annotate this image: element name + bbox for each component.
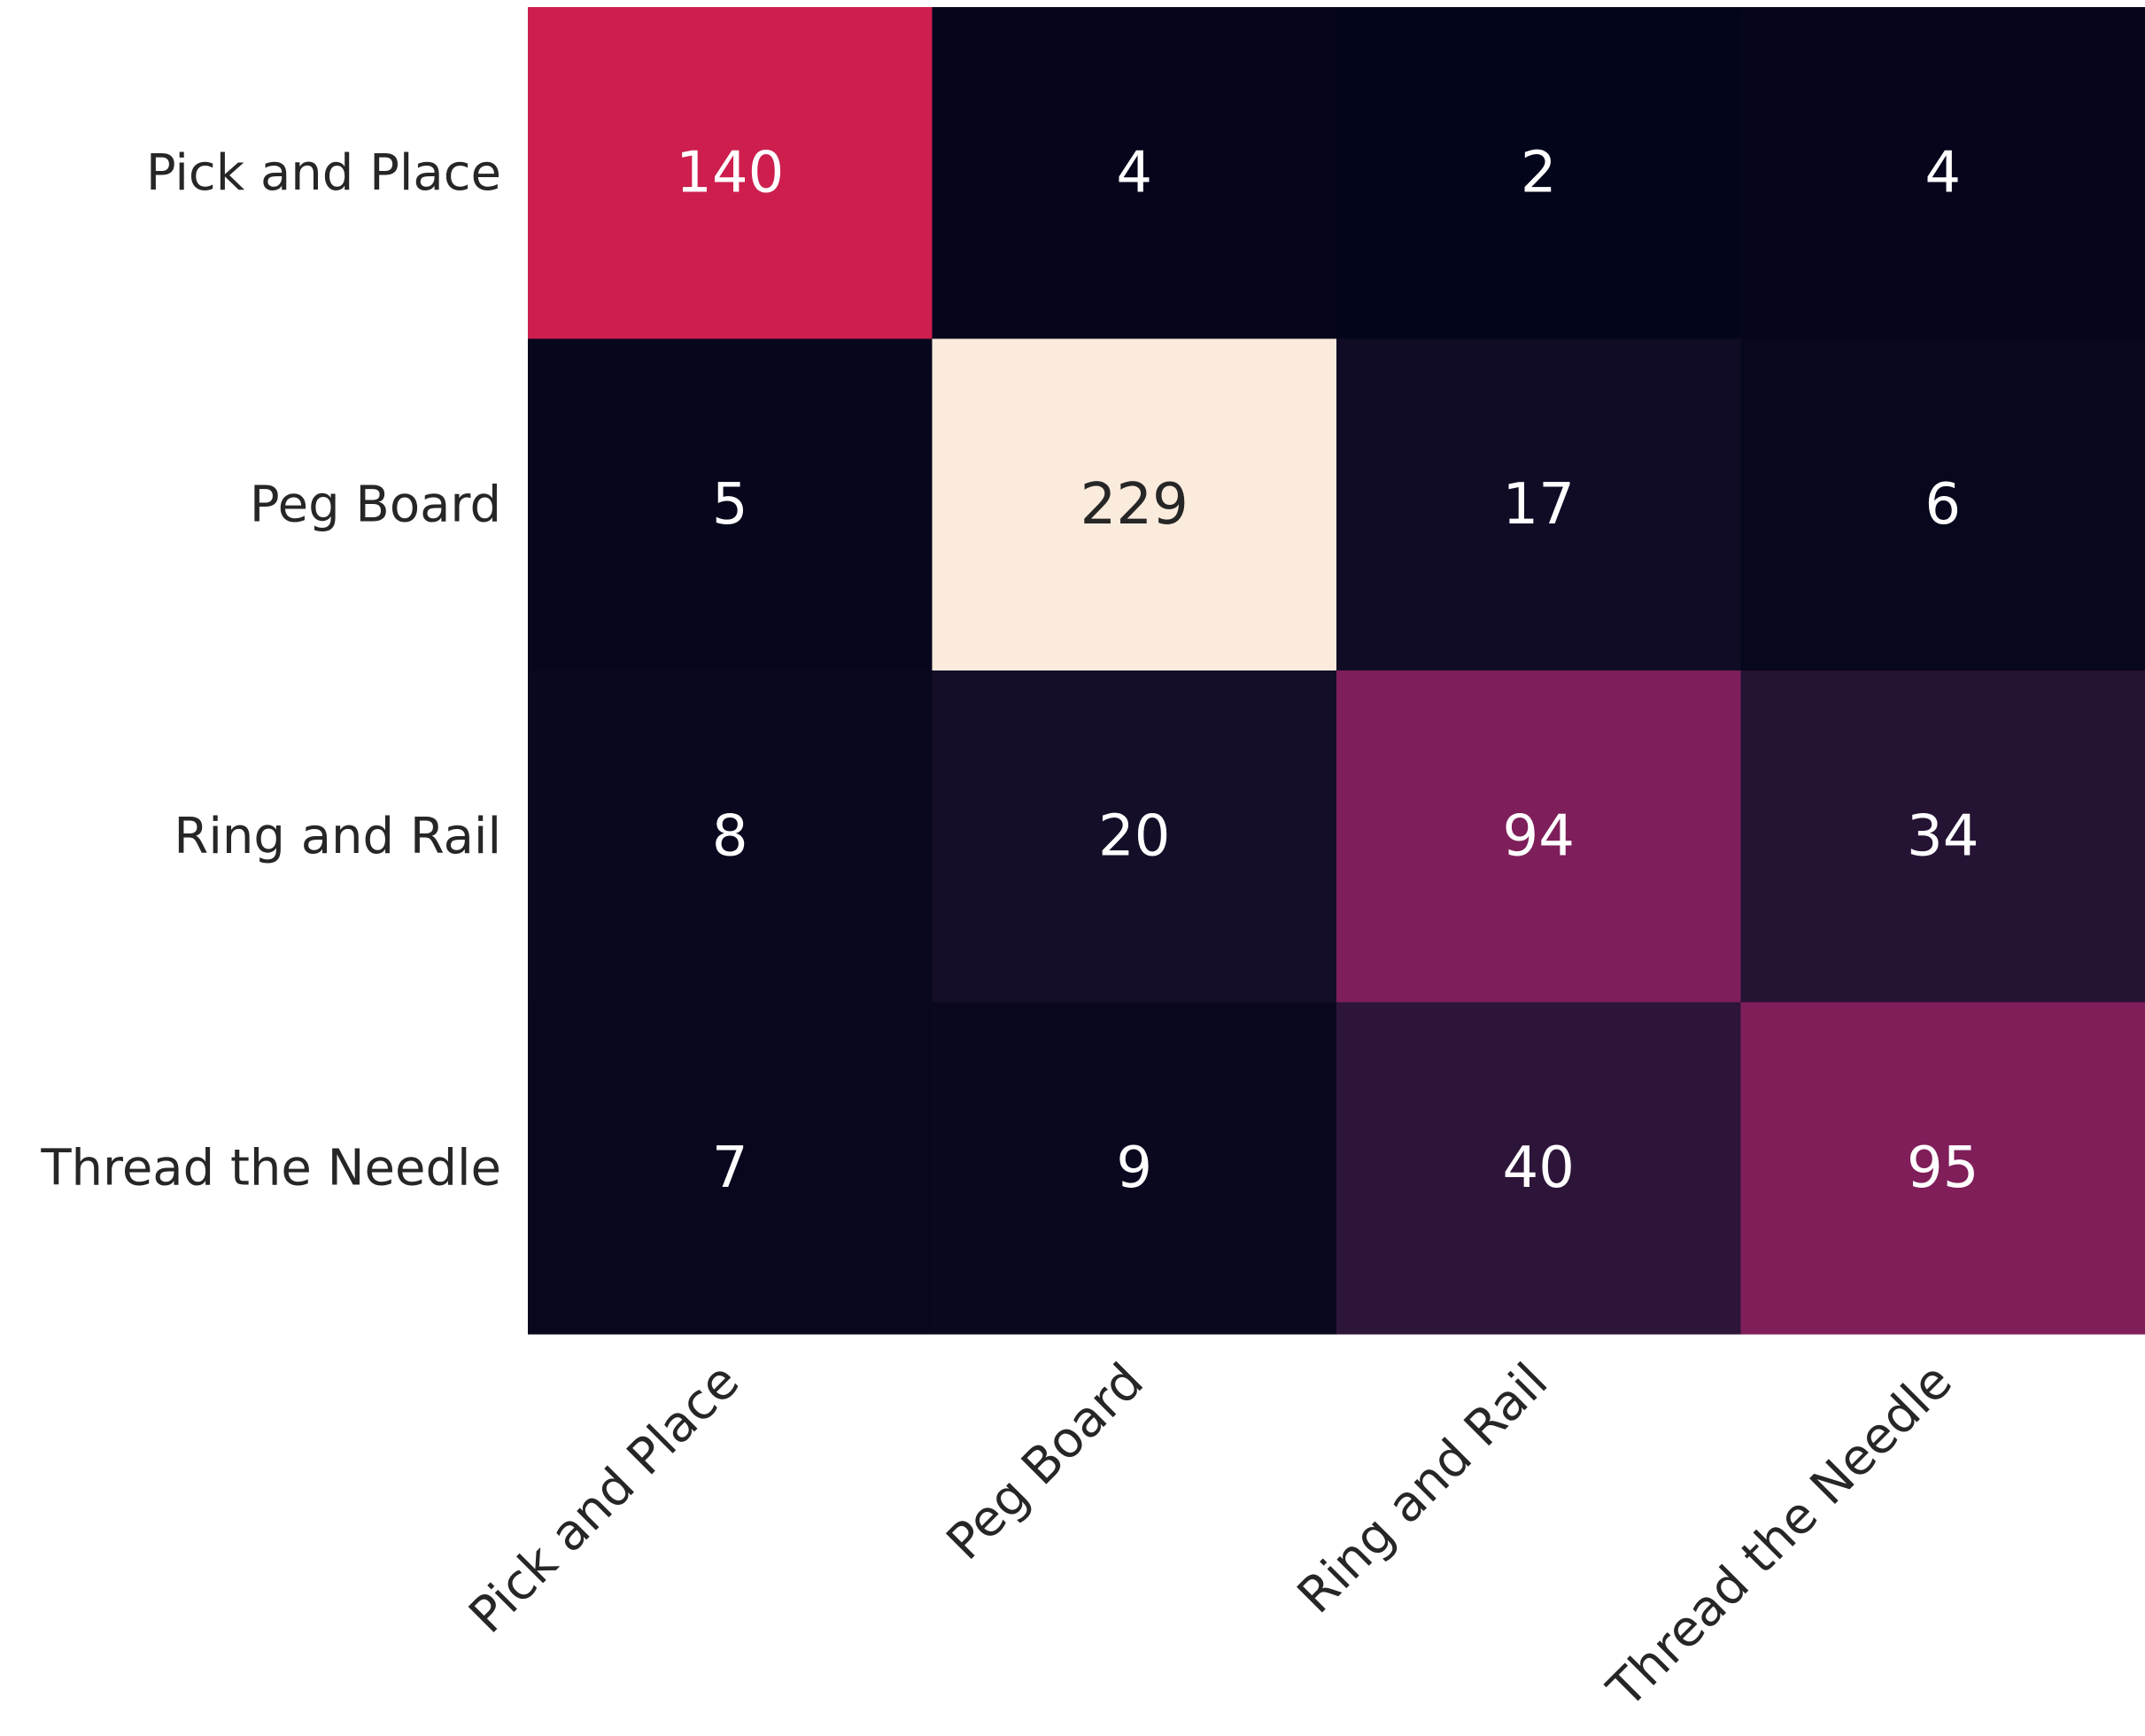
y-tick-label: Peg Board	[250, 476, 501, 533]
heatmap-cell-value: 229	[1080, 472, 1189, 538]
heatmap-cell-value: 140	[676, 140, 784, 205]
y-tick-label: Thread the Needle	[40, 1139, 501, 1197]
heatmap-cell-value: 20	[1098, 803, 1170, 869]
y-tick-label: Pick and Place	[146, 144, 501, 202]
heatmap-cell-value: 7	[712, 1135, 748, 1201]
heatmap-cell-value: 4	[1924, 140, 1961, 205]
heatmap-cell-value: 8	[712, 803, 748, 869]
heatmap-cell-value: 40	[1503, 1135, 1575, 1201]
heatmap-cell-value: 4	[1116, 140, 1152, 205]
heatmap-cell-value: 6	[1924, 472, 1961, 538]
heatmap-cell-value: 2	[1521, 140, 1557, 205]
heatmap-cell-value: 5	[712, 472, 748, 538]
y-tick-label: Ring and Rail	[174, 808, 501, 865]
heatmap-cell-value: 17	[1503, 472, 1575, 538]
heatmap-cell-value: 95	[1907, 1135, 1979, 1201]
heatmap-cell-value: 94	[1503, 803, 1575, 869]
heatmap-cell-value: 34	[1907, 803, 1979, 869]
heatmap-cell-value: 9	[1116, 1135, 1152, 1201]
heatmap-cells	[528, 7, 2145, 1335]
